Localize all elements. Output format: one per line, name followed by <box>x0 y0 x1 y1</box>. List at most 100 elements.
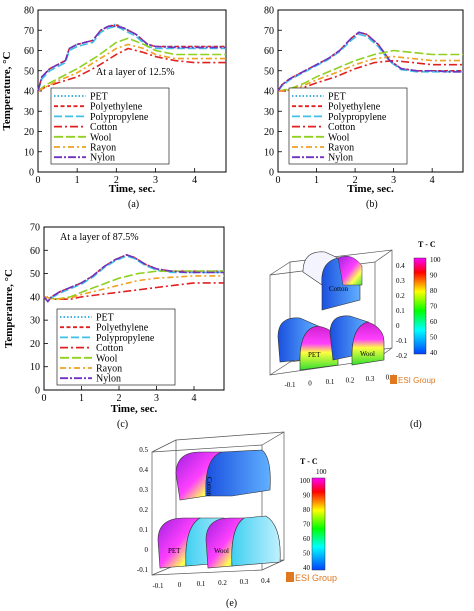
colorbar-tick-label: 50 <box>430 334 438 342</box>
panel-d-fabric-pet: PET <box>277 317 339 371</box>
x-tick-label: 0 <box>276 175 281 186</box>
panel-d-esi-logo: ESI Group <box>390 375 436 385</box>
y-tick-label: 20 <box>24 127 34 138</box>
legend-label: Nylon <box>96 374 121 385</box>
chart-annotation: At a layer of 87.5% <box>60 232 139 243</box>
y-tick-label: 20 <box>30 339 40 350</box>
colorbar-tick-label: 100 <box>430 256 441 264</box>
x-axis-label: Time, sec. <box>347 183 394 195</box>
series-line-polypropylene <box>43 255 224 303</box>
y-tick-label: 80 <box>24 6 34 17</box>
z-tick-label: 0.4 <box>396 262 405 270</box>
y-tick-label: 70 <box>264 26 274 37</box>
x-tick-label: 0.1 <box>326 378 335 386</box>
x-tick-label: 3 <box>153 175 158 186</box>
panel-e-colorbar-ticks: 100 90 80 70 60 50 40 <box>300 477 311 572</box>
y-tick-label: 10 <box>264 147 274 158</box>
panel-e-z-axis: 0.5 0.4 0.3 0.2 0.1 0 -0.1 <box>137 446 149 574</box>
y-tick-label: 60 <box>264 46 274 57</box>
legend-label: Rayon <box>328 143 354 154</box>
legend-label: Polyethylene <box>96 323 149 334</box>
legend-label: Wool <box>328 132 350 143</box>
x-tick-label: 3 <box>154 393 159 404</box>
legend-label: Cotton <box>328 122 355 133</box>
x-tick-label: 0 <box>36 175 41 186</box>
legend-label: Polypropylene <box>90 112 149 123</box>
y-tick-label: 80 <box>264 6 274 17</box>
series-line-polypropylene <box>277 33 463 92</box>
x-tick-label: 2 <box>117 393 122 404</box>
z-tick-label: 0.1 <box>139 526 148 534</box>
z-tick-label: 0.2 <box>396 292 405 300</box>
x-tick-label: 0.2 <box>218 579 227 587</box>
series-line-nylon <box>43 254 224 303</box>
colorbar-tick-label: 90 <box>303 492 311 500</box>
x-tick-label: 1 <box>79 393 84 404</box>
colorbar-tick-label: 50 <box>303 550 311 558</box>
series-line-cotton <box>43 282 224 301</box>
x-tick-label: 1 <box>75 175 80 186</box>
legend-label: Cotton <box>96 343 123 354</box>
z-tick-label: 0.4 <box>139 466 148 474</box>
legend-label: Polypropylene <box>96 333 155 344</box>
y-tick-label: 40 <box>264 87 274 98</box>
series-line-rayon <box>37 43 226 92</box>
panel-e-3d-view: Cotton PET Wool 0.5 0.4 0.3 0.2 0.1 0 -0.1 -0.… <box>137 431 337 609</box>
colorbar-tick-label: 100 <box>300 477 311 485</box>
z-tick-label: 0 <box>145 546 149 554</box>
panel-d-z-axis: 0.4 0.3 0.2 0.1 0 -0.1 -0.2 <box>396 262 408 360</box>
y-tick-label: 20 <box>264 127 274 138</box>
colorbar-tick-label: 40 <box>430 349 438 357</box>
chart-legend: PETPolyethylenePolypropyleneCottonWoolRa… <box>56 308 176 386</box>
y-tick-label: 70 <box>24 26 34 37</box>
series-line-polypropylene <box>37 25 226 92</box>
series-line-wool <box>37 37 226 92</box>
series-line-cotton <box>37 47 226 92</box>
series-line-polyethylene <box>43 254 224 303</box>
x-tick-label: 4 <box>192 175 197 186</box>
colorbar-tick-label: 70 <box>303 521 311 529</box>
panel-d-colorbar <box>413 257 427 355</box>
panel-e-fabric-wool: Wool <box>205 515 281 569</box>
x-tick-label: 2 <box>114 175 119 186</box>
legend-label: Polyethylene <box>90 102 143 113</box>
series-line-pet <box>43 254 224 303</box>
x-tick-label: 0.2 <box>346 377 355 385</box>
y-tick-label: 70 <box>30 223 40 234</box>
z-tick-label: 0 <box>396 322 400 330</box>
y-tick-label: 30 <box>24 107 34 118</box>
y-tick-label: 40 <box>24 87 34 98</box>
panel-e-label-wool: Wool <box>214 547 229 555</box>
x-tick-label: 0.3 <box>366 375 375 383</box>
y-tick-label: 60 <box>24 46 34 57</box>
x-tick-label: 0.4 <box>261 577 270 585</box>
panel-d-fabric-cotton: Cotton <box>302 251 363 311</box>
panel-label: (c) <box>117 419 128 430</box>
z-tick-label: 0.3 <box>396 277 405 285</box>
y-tick-label: 60 <box>30 246 40 257</box>
panel-d-x-axis: -0.100.10.20.30.4 <box>284 374 394 390</box>
colorbar-tick-label: 40 <box>303 564 311 572</box>
series-line-wool <box>277 49 463 92</box>
panel-d-label-cotton: Cotton <box>329 285 349 293</box>
series-line-nylon <box>277 31 463 92</box>
line-chart-2: 0 10 20 30 40 50 60 70 0 1 2 3 4 Time, sec. Temperatur… <box>3 223 225 430</box>
colorbar-tick-label: 80 <box>430 287 438 295</box>
legend-label: Cotton <box>90 122 117 133</box>
x-tick-label: 1 <box>314 175 319 186</box>
panel-d-label-pet: PET <box>308 351 321 359</box>
x-tick-label: -0.1 <box>284 381 296 389</box>
x-tick-label: 2 <box>353 175 358 186</box>
y-tick-label: 0 <box>35 386 40 397</box>
colorbar-tick-label: 60 <box>303 535 311 543</box>
x-tick-label: 0 <box>308 380 312 388</box>
svg-text:ESI Group: ESI Group <box>295 573 337 583</box>
y-tick-label: 10 <box>24 147 34 158</box>
panel-e-colorbar-title: T - C <box>300 457 318 466</box>
svg-text:ESI Group: ESI Group <box>398 376 436 385</box>
series-line-wool <box>43 270 224 301</box>
y-tick-label: 0 <box>269 168 274 179</box>
x-tick-label: 0.1 <box>197 580 206 588</box>
panel-label: (a) <box>128 199 139 210</box>
colorbar-tick-label: 60 <box>430 318 438 326</box>
